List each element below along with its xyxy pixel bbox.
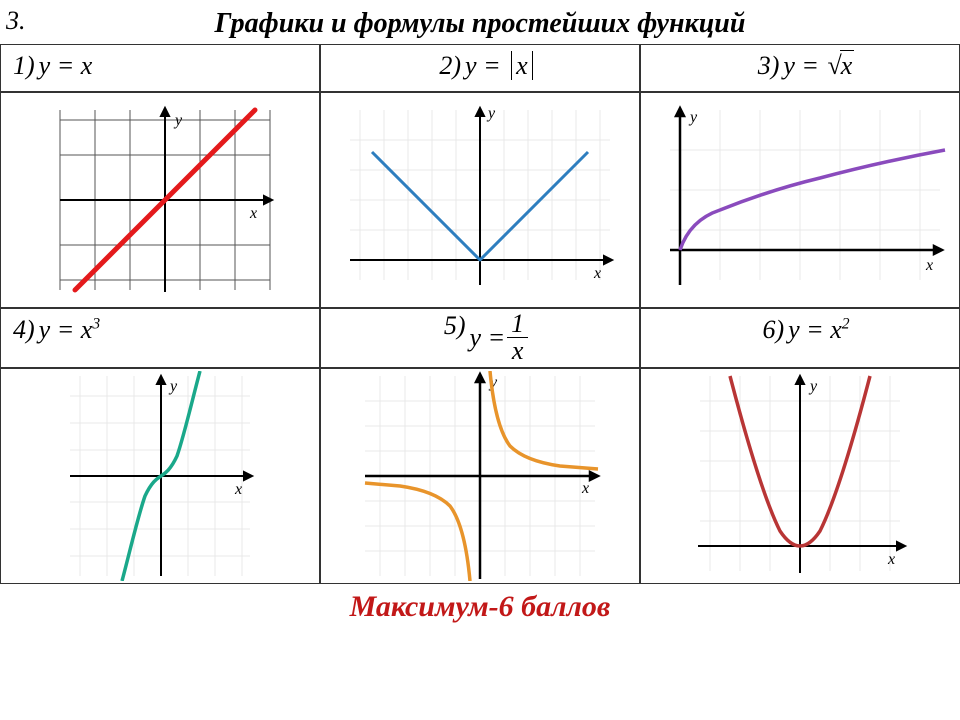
chart-4: y x <box>0 368 320 584</box>
axes <box>670 108 942 285</box>
lhs: y <box>465 51 477 80</box>
x-axis-label: x <box>887 551 895 568</box>
lhs: y <box>39 315 51 344</box>
y-axis-label: y <box>486 105 496 122</box>
formula-6-expr: y = x2 <box>788 315 849 345</box>
axes <box>365 374 598 579</box>
chart-1-svg: y x <box>40 100 280 300</box>
plot-branch-1 <box>365 483 470 581</box>
formula-1-expr: y = x <box>39 51 93 81</box>
denominator: x <box>508 338 528 364</box>
lhs: y <box>783 51 795 80</box>
sqrt-group: x <box>825 51 854 81</box>
formula-2-expr: y = x <box>465 51 533 81</box>
chart-1: y x <box>0 92 320 308</box>
formula-1-num: 1) <box>13 51 35 81</box>
formula-5-num: 5) <box>444 311 466 341</box>
base: x <box>81 315 93 344</box>
formula-6: 6) y = x2 <box>640 308 960 368</box>
chart-3-svg: y x <box>650 100 950 300</box>
lhs: y <box>788 315 800 344</box>
axes <box>698 376 905 573</box>
y-axis-label: y <box>173 112 183 129</box>
formula-4-expr: y = x3 <box>39 315 100 345</box>
abs-group: x <box>511 51 533 80</box>
x-axis-label: x <box>249 205 257 222</box>
y-axis-label: y <box>168 378 178 395</box>
footer-text: Максимум-6 баллов <box>0 584 960 624</box>
chart-2-svg: y x <box>330 100 630 300</box>
formula-3-expr: y = x <box>783 51 854 81</box>
y-axis-label: y <box>808 378 818 395</box>
formula-4-num: 4) <box>13 315 35 345</box>
exp: 2 <box>842 315 850 332</box>
lhs: y <box>39 51 51 80</box>
page-number: 3. <box>6 6 26 36</box>
formula-3: 3) y = x <box>640 44 960 92</box>
eq: = <box>57 51 75 80</box>
chart-5: y x <box>320 368 640 584</box>
formula-3-num: 3) <box>758 51 780 81</box>
page-title: Графики и формулы простейших функций <box>0 0 960 44</box>
chart-3: y x <box>640 92 960 308</box>
grid-lines <box>670 110 940 280</box>
y-axis-label: y <box>688 109 698 126</box>
charts-table: 1) y = x 2) y = x 3) y = x <box>0 44 960 584</box>
eq: = <box>806 315 824 344</box>
chart-5-svg: y x <box>340 371 620 581</box>
rhs: x <box>81 51 93 80</box>
formula-5-expr: y = 1 x <box>470 311 529 364</box>
formula-4: 4) y = x3 <box>0 308 320 368</box>
numerator: 1 <box>507 311 528 338</box>
chart-4-svg: y x <box>50 371 270 581</box>
eq: = <box>483 51 501 80</box>
formula-6-num: 6) <box>762 315 784 345</box>
rhs: x <box>516 51 528 80</box>
lhs: y <box>470 323 482 353</box>
chart-2: y x <box>320 92 640 308</box>
x-axis-label: x <box>581 480 589 497</box>
formula-5: 5) y = 1 x <box>320 308 640 368</box>
plot-branch-2 <box>490 371 598 469</box>
eq: = <box>801 51 819 80</box>
formula-2: 2) y = x <box>320 44 640 92</box>
formula-1: 1) y = x <box>0 44 320 92</box>
exp: 3 <box>92 315 100 332</box>
rhs: x <box>840 50 855 80</box>
eq: = <box>488 323 506 353</box>
base: x <box>830 315 842 344</box>
x-axis-label: x <box>925 257 933 274</box>
formula-2-num: 2) <box>439 51 461 81</box>
fraction: 1 x <box>507 311 528 364</box>
x-axis-label: x <box>593 265 601 282</box>
eq: = <box>57 315 75 344</box>
chart-6: y x <box>640 368 960 584</box>
chart-6-svg: y x <box>670 371 930 581</box>
x-axis-label: x <box>234 481 242 498</box>
